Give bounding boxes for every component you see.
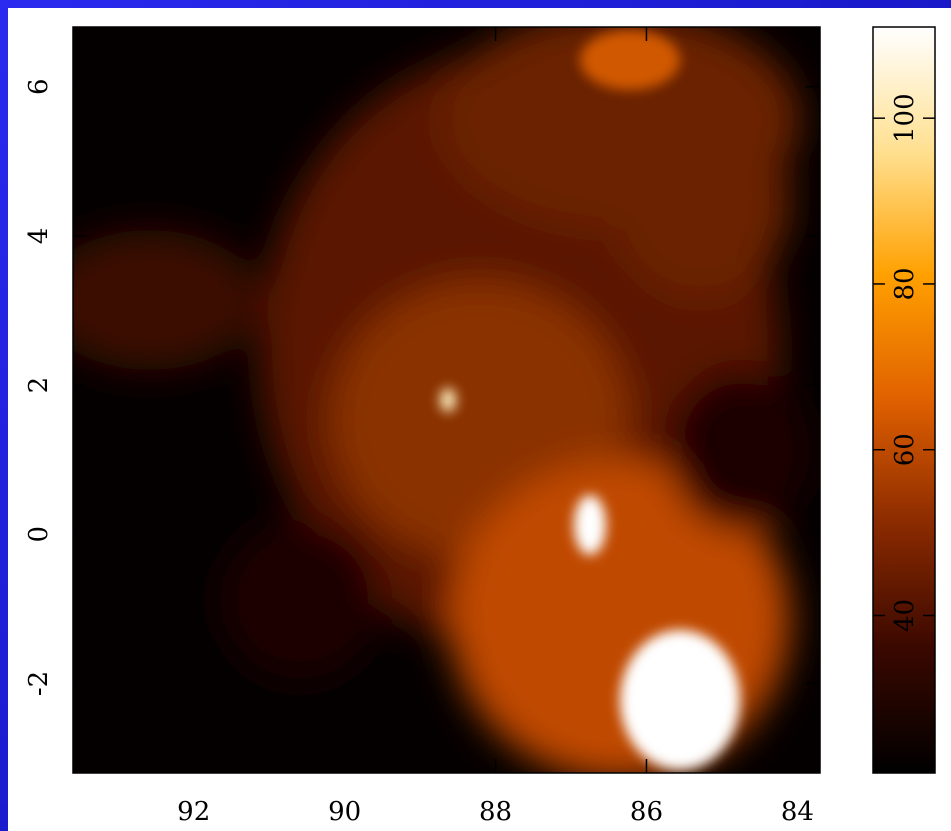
colorbar-tick-label: 100: [890, 93, 920, 143]
x-tick-label: 90: [328, 797, 361, 827]
x-tick-label: 92: [177, 797, 210, 827]
x-tick-label: 84: [781, 797, 814, 827]
y-tick-label: -2: [24, 671, 54, 696]
colorbar-tick-label: 40: [890, 599, 920, 632]
colorbar-tick-label: 80: [890, 267, 920, 300]
image: [73, 27, 820, 773]
colorbar: [872, 26, 936, 774]
y-tick-label: 4: [24, 228, 54, 245]
plot-frame: [72, 26, 821, 774]
x-tick-label: 86: [630, 797, 663, 827]
colorbar-tick-label: 60: [890, 433, 920, 466]
y-tick-label: 2: [24, 377, 54, 394]
y-tick-label: 0: [24, 526, 54, 543]
x-tick-label: 88: [479, 797, 512, 827]
y-tick-label: 6: [24, 78, 54, 95]
